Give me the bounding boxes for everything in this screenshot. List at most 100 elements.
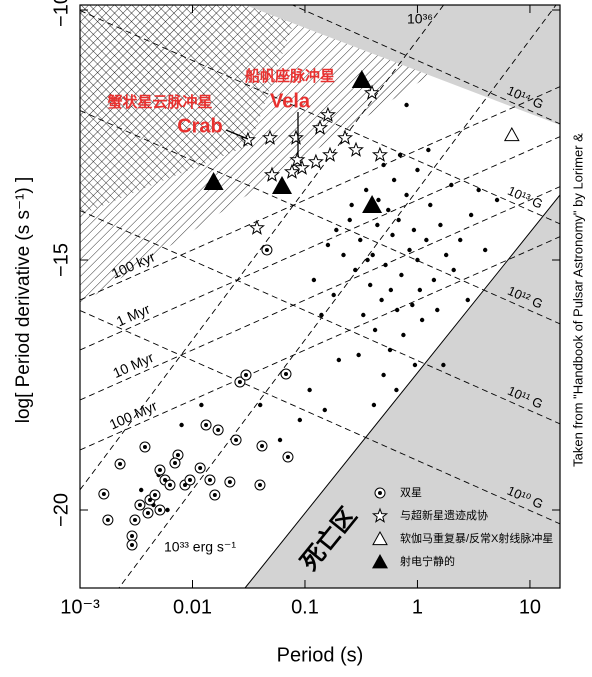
pulsar-dot: [451, 267, 456, 273]
pulsar-dot: [199, 402, 204, 408]
age-label: 10 Myr: [110, 349, 156, 381]
age-label: 100 Myr: [107, 397, 160, 432]
binary-dot: [283, 372, 288, 376]
pulsar-dot: [376, 197, 381, 203]
binary-pulsar: [230, 434, 242, 446]
binary-pulsar: [129, 514, 141, 526]
binary-dot: [142, 445, 147, 449]
pulsar-dot: [410, 302, 415, 308]
binary-dot: [234, 438, 239, 442]
binary-pulsar: [254, 479, 266, 491]
pulsar-dot: [404, 192, 409, 198]
pulsar-dot: [394, 307, 400, 313]
pulsar-dot: [325, 242, 331, 248]
pulsar-dot: [307, 387, 312, 393]
pulsar-dot: [139, 487, 144, 493]
pulsar-dot: [426, 147, 431, 153]
binary-pulsar: [139, 441, 151, 453]
legend-label: 双星: [400, 486, 422, 499]
pulsar-dot: [441, 362, 446, 368]
crab-label: Crab: [177, 115, 223, 137]
snr-star: [248, 219, 265, 235]
snr-star: [347, 141, 364, 157]
binary-pulsar: [282, 451, 294, 463]
snr-star: [371, 507, 389, 523]
binary-dot: [132, 518, 137, 522]
pulsar-dot: [435, 307, 440, 313]
pulsar-dot: [165, 507, 170, 513]
binary-pulsar: [256, 440, 268, 452]
binary-dot: [157, 468, 162, 472]
vela-label: Vela: [270, 90, 311, 112]
binary-dot: [212, 493, 217, 497]
binary-dot: [260, 444, 265, 448]
gray-region-top: [245, 5, 560, 125]
pulsar-dot: [390, 232, 395, 238]
binary-dot: [264, 248, 269, 252]
field-line: [80, 10, 560, 225]
binary-dot: [285, 455, 290, 459]
plot-frame: [79, 4, 561, 589]
pulsar-dot: [465, 297, 470, 303]
pulsar-dot: [358, 237, 363, 243]
radio-quiet-triangle: [362, 195, 383, 213]
pulsar-dot: [396, 217, 401, 223]
pulsar-dot: [458, 237, 463, 243]
pulsar-dot: [394, 387, 399, 393]
binary-pulsar: [374, 487, 386, 499]
x-tick-label: 0.01: [173, 596, 212, 618]
y-tick-label: −20: [50, 493, 72, 527]
radio-quiet-triangle: [203, 172, 224, 190]
binary-pulsar: [154, 504, 166, 516]
binary-dot: [152, 493, 157, 497]
binary-dot: [227, 480, 232, 484]
binary-pulsar: [102, 514, 114, 526]
binary-dot: [183, 483, 188, 487]
crosshatched-region: [80, 5, 300, 215]
field-line: [80, 310, 560, 525]
pulsar-dot: [179, 422, 184, 428]
pulsar-dot: [311, 277, 317, 283]
pulsar-dot: [381, 372, 386, 378]
binary-pulsar: [234, 376, 246, 388]
binary-dot: [207, 478, 212, 482]
binary-pulsar: [126, 539, 138, 551]
binary-pulsar: [204, 474, 216, 486]
pulsar-dot: [383, 262, 388, 268]
pulsar-dot: [391, 177, 397, 183]
pulsar-dot: [363, 187, 369, 193]
magnetar-triangle: [503, 126, 520, 142]
binary-dot: [101, 492, 106, 496]
binary-pulsar: [209, 489, 221, 501]
binary-pulsar: [200, 419, 212, 431]
pulsar-dot: [370, 252, 375, 258]
radio-quiet-triangle: [272, 176, 293, 194]
binary-pulsar: [134, 499, 146, 511]
y-axis-label: log[ Period derivative (s s⁻¹) ]: [13, 177, 34, 424]
legend-label: 与超新星遗迹成协: [400, 508, 488, 522]
field-label: 10¹³ G: [505, 183, 545, 212]
y-tick-label: −15: [50, 243, 72, 277]
binary-dot: [237, 380, 242, 384]
binary-dot: [118, 462, 123, 466]
pulsar-dot: [401, 332, 406, 338]
binary-pulsar: [149, 489, 161, 501]
pulsar-dot: [419, 317, 425, 323]
binary-pulsar: [154, 464, 166, 476]
binary-pulsar: [261, 244, 273, 256]
pulsar-dot: [415, 257, 420, 263]
radio-quiet-triangle: [372, 554, 388, 569]
age-line: [80, 86, 560, 301]
pulsar-dot: [322, 407, 327, 413]
binary-dot: [157, 508, 162, 512]
snr-star: [263, 166, 280, 182]
binary-pulsar: [194, 462, 206, 474]
binary-dot: [216, 428, 221, 432]
snr-star: [322, 146, 339, 162]
binary-pulsar: [169, 457, 181, 469]
pulsar-dot: [331, 292, 336, 298]
binary-dot: [187, 478, 192, 482]
legend-label: 射电宁静的: [400, 554, 455, 568]
pulsar-dot: [386, 207, 391, 213]
